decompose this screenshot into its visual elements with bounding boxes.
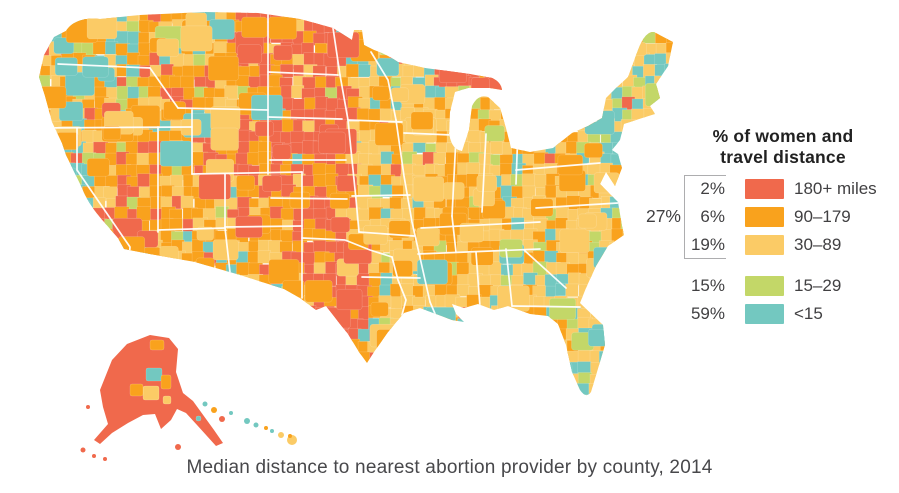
map-islands-and-hawaii <box>80 401 297 461</box>
legend-range-label: 180+ miles <box>794 179 877 198</box>
legend-percent: 6% <box>700 207 725 226</box>
legend-percent: 59% <box>690 304 725 323</box>
legend-row-30-89: 19% 30–89 <box>643 231 899 259</box>
legend-swatch-90-179 <box>745 207 784 227</box>
legend-swatch-180-plus <box>745 179 784 199</box>
legend-group-far: 27% 2% 180+ miles 6% 90–179 19% 30–89 <box>643 175 899 259</box>
legend-title-line1: % of women and <box>712 126 854 146</box>
legend-range-label: 15–29 <box>794 276 842 295</box>
state-borders <box>39 13 619 317</box>
legend-swatch-under-15 <box>745 304 784 324</box>
legend-group-near: 15% 15–29 59% <15 <box>643 272 899 328</box>
legend-percent: 19% <box>690 235 725 254</box>
legend-bracket <box>684 175 726 259</box>
map-caption: Median distance to nearest abortion prov… <box>186 457 713 478</box>
legend-percent: 2% <box>700 179 725 198</box>
legend-swatch-30-89 <box>745 235 784 255</box>
legend-row-90-179: 6% 90–179 <box>643 203 899 231</box>
legend-range-label: <15 <box>794 304 823 323</box>
legend-row-under-15: 59% <15 <box>643 300 899 328</box>
legend-row-180-plus: 2% 180+ miles <box>643 175 899 203</box>
legend-title: % of women and travel distance <box>677 126 889 168</box>
legend-range-label: 90–179 <box>794 207 851 226</box>
map-alaska <box>94 335 223 446</box>
legend: % of women and travel distance 27% 2% 18… <box>643 126 899 328</box>
legend-range-label: 30–89 <box>794 235 842 254</box>
legend-swatch-15-29 <box>745 276 784 296</box>
legend-title-line2: travel distance <box>720 147 846 167</box>
legend-percent: 15% <box>690 276 725 295</box>
legend-row-15-29: 15% 15–29 <box>643 272 899 300</box>
legend-bracket-label: 27% <box>645 206 681 226</box>
